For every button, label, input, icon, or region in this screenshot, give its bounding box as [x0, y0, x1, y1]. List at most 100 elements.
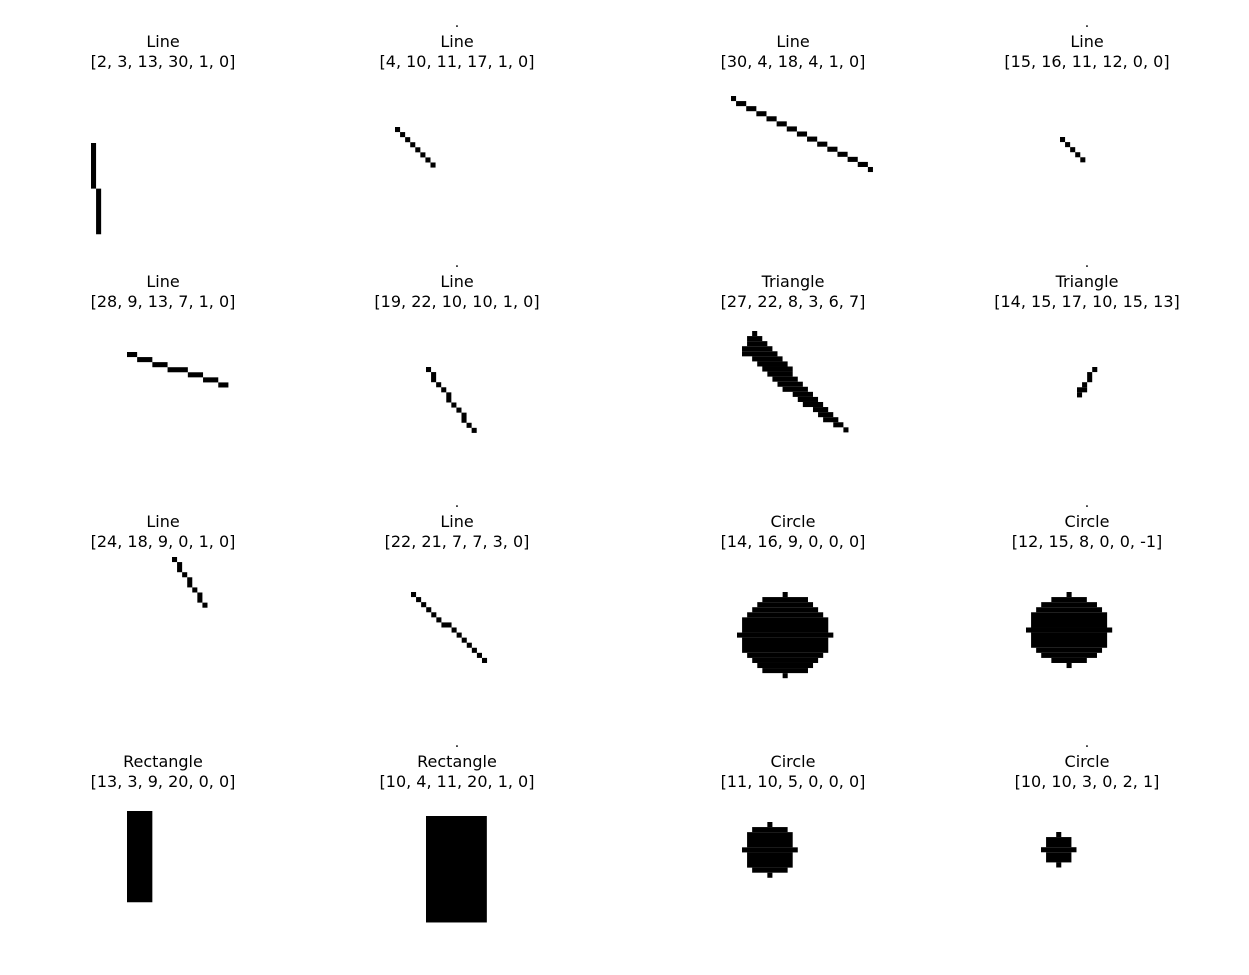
shape-pixel [218, 382, 229, 388]
shape-pixel [796, 131, 808, 137]
shape-pixel [172, 557, 178, 563]
panel-title: Rectangle [10, 4, 11, 20, 1, 0] [337, 752, 577, 792]
panel-title: Circle [10, 10, 3, 0, 2, 1] [967, 752, 1207, 792]
shape-pixel [476, 652, 482, 658]
shape-pixel [752, 657, 819, 663]
panel-params: [15, 16, 11, 12, 0, 0] [1004, 52, 1170, 71]
shape-pixel [857, 161, 868, 167]
panel-params: [30, 4, 18, 4, 1, 0] [720, 52, 866, 71]
shape-pixel [167, 367, 188, 373]
panel-shape-line [411, 592, 488, 663]
shape-pixel [767, 822, 773, 828]
shape-pixel [762, 366, 793, 372]
shape-pixel [400, 132, 406, 138]
panel-shape-line [1060, 137, 1086, 163]
shape-pixel [431, 612, 437, 618]
panel-shape-rectangle [426, 816, 487, 923]
shape-pixel [456, 407, 462, 413]
shape-pixel [847, 156, 858, 162]
shape-pixel [812, 407, 829, 413]
shape-pixel [823, 417, 839, 423]
shape-pixel [202, 602, 208, 608]
panel-shape-line [731, 96, 873, 173]
panel-params: [19, 22, 10, 10, 1, 0] [374, 292, 540, 311]
shape-pixel [1026, 627, 1113, 633]
panel-shape-name: Rectangle [123, 752, 203, 771]
panel-title: Circle [14, 16, 9, 0, 0, 0] [673, 512, 913, 552]
shape-pixel [431, 372, 437, 383]
panel-shape-line [426, 367, 477, 433]
panel-shape-triangle [742, 331, 849, 433]
shape-pixel [747, 341, 768, 347]
shape-pixel [471, 427, 477, 433]
panel-params: [28, 9, 13, 7, 1, 0] [90, 292, 236, 311]
shape-pixel [1036, 647, 1103, 653]
panel-params: [22, 21, 7, 7, 3, 0] [384, 532, 530, 551]
shape-pixel [451, 627, 457, 633]
panel-title: Triangle [14, 15, 17, 10, 15, 13] [967, 272, 1207, 312]
shape-pixel [441, 622, 452, 628]
shape-pixel [177, 562, 183, 573]
shape-pixel [752, 356, 783, 362]
shape-pixel [420, 152, 426, 158]
shape-pixel [1087, 372, 1093, 383]
panel-shape-name: Line [146, 272, 180, 291]
shape-pixel [466, 642, 472, 648]
shape-pixel [426, 367, 432, 373]
panel-shape-name: Line [776, 32, 810, 51]
shape-pixel [1041, 602, 1097, 608]
shape-pixel [752, 607, 819, 613]
shape-pixel [416, 597, 422, 603]
panel-title: Line [15, 16, 11, 12, 0, 0] [967, 32, 1207, 72]
panel-dot: . [1084, 15, 1090, 31]
panel-shape-name: Rectangle [417, 752, 497, 771]
shape-pixel [426, 816, 487, 923]
shape-pixel [782, 386, 808, 392]
shape-pixel [746, 106, 757, 112]
shape-pixel [742, 847, 798, 853]
shape-pixel [767, 371, 793, 377]
shape-pixel [1031, 632, 1108, 648]
shape-pixel [127, 811, 153, 903]
shape-pixel [747, 832, 793, 848]
panel-params: [14, 15, 17, 10, 15, 13] [994, 292, 1180, 311]
shape-pixel [752, 331, 758, 337]
panel-shape-name: Circle [770, 752, 816, 771]
shape-pixel [843, 427, 849, 433]
shape-pixel [837, 151, 848, 157]
panel-shape-circle [1041, 832, 1077, 868]
panel-dot: . [1084, 255, 1090, 271]
panel-dot: . [1084, 735, 1090, 751]
shape-pixel [762, 668, 808, 674]
panel-dot: . [454, 495, 460, 511]
panel-params: [24, 18, 9, 0, 1, 0] [90, 532, 236, 551]
shape-pixel [742, 346, 773, 352]
shape-pixel [203, 377, 219, 383]
shape-pixel [1066, 592, 1072, 598]
panel-shape-name: Line [146, 512, 180, 531]
shape-pixel [817, 141, 828, 147]
shape-pixel [747, 852, 793, 868]
shape-pixel [833, 422, 844, 428]
panel-title: Line [4, 10, 11, 17, 1, 0] [337, 32, 577, 72]
shape-pixel [1077, 387, 1088, 393]
shape-pixel [466, 422, 472, 428]
shape-pixel [441, 387, 447, 393]
shape-pixel [1046, 852, 1072, 863]
shape-pixel [737, 632, 834, 638]
panel-shape-name: Line [146, 32, 180, 51]
panel-params: [2, 3, 13, 30, 1, 0] [90, 52, 236, 71]
shape-pixel [481, 657, 488, 663]
shape-pixel [867, 166, 873, 173]
shape-pixel [152, 362, 168, 368]
shape-pixel [395, 127, 401, 133]
shape-pixel [742, 351, 778, 357]
shape-pixel [91, 143, 97, 189]
shape-pixel [187, 577, 193, 588]
panel-shape-line [127, 352, 229, 388]
shape-pixel [1046, 837, 1072, 848]
shape-pixel [182, 572, 188, 578]
shape-pixel [192, 587, 198, 593]
shape-pixel [451, 402, 457, 408]
